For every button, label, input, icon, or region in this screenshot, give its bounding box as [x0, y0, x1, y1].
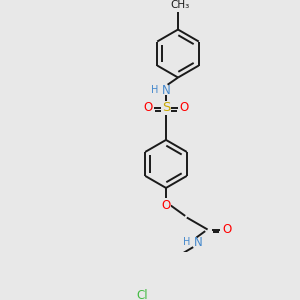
Text: S: S: [162, 101, 170, 114]
Text: CH₃: CH₃: [170, 0, 189, 10]
Text: O: O: [161, 199, 171, 212]
Text: N: N: [194, 236, 202, 249]
Text: O: O: [144, 101, 153, 114]
Text: O: O: [222, 223, 231, 236]
Text: O: O: [179, 101, 188, 114]
Text: H: H: [183, 237, 191, 247]
Text: N: N: [162, 84, 170, 97]
Text: H: H: [152, 85, 159, 95]
Text: Cl: Cl: [137, 289, 148, 300]
